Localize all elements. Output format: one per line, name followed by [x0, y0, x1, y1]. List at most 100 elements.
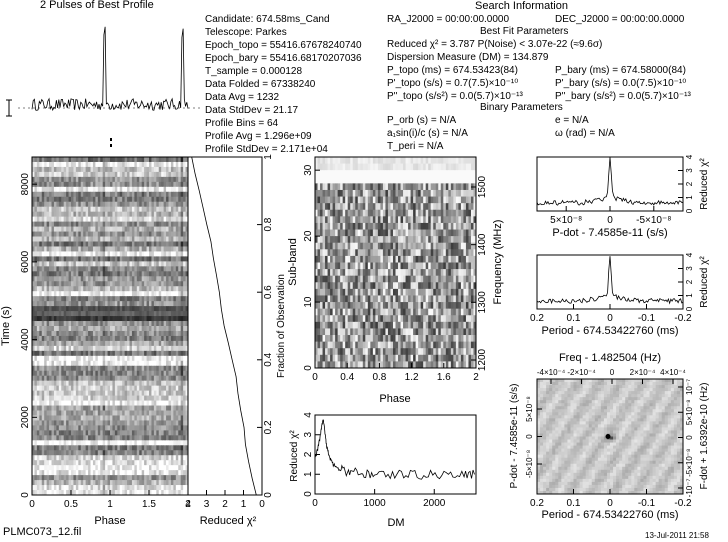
- heatmap-cell: [75, 455, 79, 461]
- heatmap-cell: [124, 465, 128, 471]
- heatmap-cell: [107, 400, 111, 406]
- heatmap-cell: [435, 170, 439, 178]
- heatmap-cell: [85, 206, 89, 213]
- heatmap-cell: [168, 286, 172, 292]
- heatmap-cell: [97, 251, 101, 257]
- heatmap-cell: [114, 181, 118, 188]
- heatmap-cell: [362, 189, 366, 197]
- heatmap-cell: [110, 430, 113, 436]
- heatmap-cell: [173, 380, 177, 387]
- heatmap-cell: [83, 465, 87, 471]
- heatmap-cell: [355, 170, 359, 178]
- heatmap-cell: [183, 311, 186, 317]
- heatmap-cell: [352, 183, 356, 191]
- heatmap-cell: [129, 206, 133, 213]
- heatmap-cell: [105, 380, 108, 387]
- heatmap-cell: [114, 211, 118, 218]
- heatmap-cell: [134, 350, 138, 357]
- heatmap-cell: [92, 370, 96, 377]
- heatmap-cell: [163, 286, 167, 292]
- heatmap-cell: [97, 166, 101, 173]
- heatmap-cell: [95, 485, 99, 491]
- heatmap-cell: [71, 385, 74, 392]
- heatmap-cell: [68, 415, 72, 421]
- heatmap-cell: [102, 430, 106, 436]
- heatmap-cell: [448, 157, 452, 164]
- heatmap-cell: [161, 425, 165, 431]
- heatmap-cell: [345, 209, 349, 217]
- heatmap-cell: [166, 241, 169, 247]
- heatmap-cell: [71, 211, 74, 218]
- heatmap-cell: [163, 216, 167, 223]
- heatmap-cell: [32, 430, 35, 436]
- heatmap-cell: [92, 480, 96, 486]
- heatmap-cell: [105, 186, 108, 193]
- heatmap-cell: [149, 335, 152, 342]
- heatmap-cell: [75, 450, 79, 456]
- heatmap-cell: [49, 370, 52, 377]
- heatmap-cell: [327, 183, 331, 191]
- heatmap-cell: [175, 201, 179, 208]
- heatmap-cell: [102, 306, 106, 312]
- heatmap-cell: [51, 485, 55, 491]
- heatmap-cell: [146, 330, 150, 337]
- heatmap-cell: [433, 163, 437, 171]
- heatmap-cell: [433, 176, 437, 184]
- heatmap-cell: [117, 400, 121, 406]
- heatmap-cell: [85, 380, 89, 387]
- heatmap-cell: [129, 350, 133, 357]
- heatmap-cell: [90, 340, 94, 347]
- heatmap-cell: [166, 231, 169, 237]
- heatmap-cell: [90, 490, 94, 496]
- heatmap-cell: [112, 355, 116, 362]
- heatmap-cell: [39, 350, 43, 357]
- heatmap-cell: [53, 445, 57, 451]
- heatmap-cell: [88, 296, 91, 302]
- heatmap-cell: [117, 196, 121, 203]
- heatmap-cell: [134, 311, 138, 317]
- heatmap-cell: [382, 170, 386, 178]
- heatmap-cell: [163, 370, 167, 377]
- heatmap-cell: [117, 191, 121, 198]
- heatmap-cell: [168, 251, 172, 257]
- heatmap-cell: [83, 211, 87, 218]
- heatmap-cell: [392, 203, 396, 211]
- heatmap-cell: [112, 246, 116, 252]
- heatmap-cell: [382, 176, 386, 184]
- heatmap-cell: [110, 380, 113, 387]
- heatmap-cell: [146, 400, 150, 406]
- heatmap-cell: [183, 425, 186, 431]
- heatmap-cell: [95, 350, 99, 357]
- heatmap-cell: [105, 425, 108, 431]
- heatmap-cell: [78, 181, 82, 188]
- heatmap-cell: [322, 196, 326, 204]
- heatmap-cell: [61, 485, 65, 491]
- heatmap-cell: [146, 395, 150, 401]
- heatmap-cell: [75, 291, 79, 297]
- heatmap-cell: [75, 340, 79, 347]
- heatmap-cell: [102, 340, 106, 347]
- heatmap-cell: [129, 340, 133, 347]
- heatmap-cell: [380, 157, 384, 164]
- heatmap-cell: [122, 176, 126, 183]
- heatmap-cell: [124, 191, 128, 198]
- heatmap-cell: [124, 345, 128, 352]
- heatmap-cell: [83, 157, 87, 163]
- heatmap-cell: [183, 161, 186, 168]
- heatmap-cell: [73, 191, 77, 198]
- heatmap-cell: [61, 281, 65, 287]
- heatmap-cell: [114, 236, 118, 242]
- heatmap-cell: [83, 480, 87, 486]
- heatmap-cell: [39, 251, 43, 257]
- heatmap-cell: [68, 181, 72, 188]
- fraction-label: Fraction of Observation: [276, 274, 287, 378]
- heatmap-cell: [110, 256, 113, 262]
- heatmap-cell: [151, 355, 155, 362]
- heatmap-cell: [127, 335, 130, 342]
- heatmap-cell: [92, 241, 96, 247]
- heatmap-cell: [134, 425, 138, 431]
- heatmap-cell: [362, 203, 366, 211]
- heatmap-cell: [146, 161, 150, 168]
- heatmap-cell: [44, 286, 48, 292]
- heatmap-cell: [114, 440, 118, 446]
